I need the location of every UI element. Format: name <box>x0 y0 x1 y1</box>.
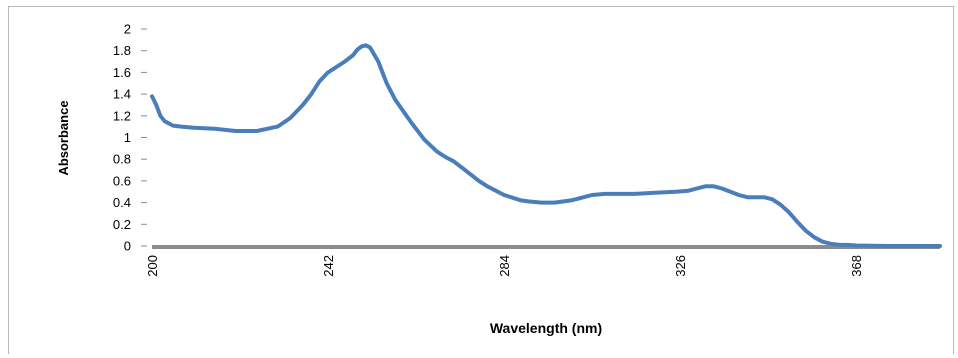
y-tick-label: 1.4 <box>113 87 131 102</box>
y-tick-label: 1.2 <box>113 108 131 123</box>
y-axis-title: Absorbance <box>56 100 71 175</box>
y-tick-label: 2 <box>124 22 131 37</box>
y-tick-label: 0 <box>124 239 131 254</box>
x-axis-ticks: 200 242 284 326 368 <box>145 255 864 277</box>
y-tick-label: 1.8 <box>113 43 131 58</box>
y-tick-label: 0.6 <box>113 173 131 188</box>
y-tick-label: 0.2 <box>113 217 131 232</box>
y-tick-label: 0.4 <box>113 195 131 210</box>
series-line <box>150 43 942 248</box>
y-axis-ticks: 0 0.2 0.4 0.6 0.8 1 1.2 1.4 1.6 1.8 2 <box>113 22 147 254</box>
x-tick-label: 326 <box>673 255 688 277</box>
y-tick-label: 0.8 <box>113 152 131 167</box>
y-tick-label: 1 <box>124 130 131 145</box>
y-tick-label: 1.6 <box>113 65 131 80</box>
x-tick-label: 200 <box>145 255 160 277</box>
x-tick-label: 242 <box>321 255 336 277</box>
x-tick-label: 368 <box>849 255 864 277</box>
chart-frame <box>8 6 954 354</box>
x-axis-title: Wavelength (nm) <box>490 320 602 336</box>
x-tick-label: 284 <box>497 255 512 277</box>
